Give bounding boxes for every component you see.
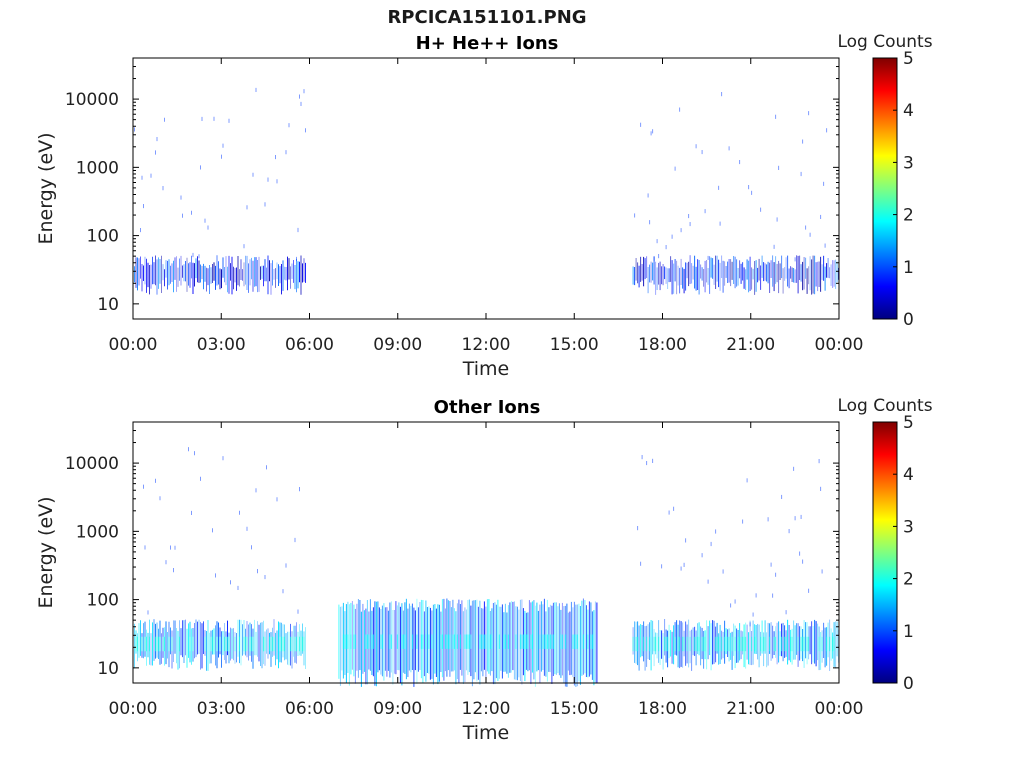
x-tick-label: 06:00: [285, 335, 334, 355]
colorbar-tick-label: 4: [903, 101, 914, 121]
y-tick-label: 1000: [76, 522, 119, 542]
x-tick-label: 12:00: [462, 699, 511, 719]
y-tick-label: 1000: [76, 158, 119, 178]
colorbar-tick-label: 2: [903, 570, 914, 590]
y-tick-label: 10: [97, 659, 119, 679]
data-segment: [632, 92, 840, 295]
y-tick-label: 100: [87, 591, 119, 611]
x-tick-label: 15:00: [550, 335, 599, 355]
colorbar-label: Log Counts: [837, 396, 932, 416]
x-tick-label: 06:00: [285, 699, 334, 719]
panel-title: H+ He++ Ions: [416, 33, 559, 54]
colorbar-tick-label: 0: [903, 310, 914, 330]
x-tick-label: 21:00: [726, 699, 775, 719]
x-tick-label: 12:00: [462, 335, 511, 355]
colorbar: [872, 421, 898, 684]
x-tick-label: 09:00: [373, 335, 422, 355]
colorbar-tick-label: 4: [903, 465, 914, 485]
x-tick-label: 21:00: [726, 335, 775, 355]
y-axis-label: Energy (eV): [35, 132, 57, 244]
panel-title: Other Ions: [434, 397, 541, 418]
figure-title: RPCICA151101.PNG: [387, 7, 587, 28]
x-tick-label: 03:00: [197, 699, 246, 719]
colorbar-label: Log Counts: [837, 32, 932, 52]
x-tick-label: 18:00: [638, 699, 687, 719]
colorbar-tick-label: 5: [903, 49, 914, 69]
colorbar-tick-label: 1: [903, 622, 914, 642]
colorbar: [872, 57, 898, 320]
x-tick-label: 00:00: [815, 335, 864, 355]
x-tick-label: 09:00: [373, 699, 422, 719]
data-segment: [338, 598, 598, 687]
y-tick-label: 10: [97, 295, 119, 315]
x-tick-label: 00:00: [109, 699, 158, 719]
colorbar-tick-label: 5: [903, 413, 914, 433]
y-tick-label: 10000: [65, 90, 119, 110]
x-tick-label: 15:00: [550, 699, 599, 719]
x-tick-label: 03:00: [197, 335, 246, 355]
x-tick-label: 00:00: [109, 335, 158, 355]
x-tick-label: 18:00: [638, 335, 687, 355]
y-tick-label: 100: [87, 227, 119, 247]
y-axis-label: Energy (eV): [35, 496, 57, 608]
colorbar-tick-label: 0: [903, 674, 914, 694]
x-tick-label: 00:00: [815, 699, 864, 719]
colorbar-tick-label: 3: [903, 517, 914, 537]
colorbar-tick-label: 3: [903, 153, 914, 173]
panel-other-ions: Other Ions 00:00 03:00 06:00 09:00 12:00 15:00…: [35, 396, 933, 744]
data-segment: [632, 455, 840, 671]
data-segment: [132, 447, 306, 671]
data-segments: [132, 447, 840, 687]
panel-h-he-ions: H+ He++ Ions 00:00 03:00 06:00 09:00 12:00 15:…: [35, 32, 933, 380]
x-axis-label: Time: [462, 722, 510, 744]
y-tick-label: 10000: [65, 454, 119, 474]
x-axis-label: Time: [462, 358, 510, 380]
data-segment: [132, 87, 306, 295]
colorbar-tick-label: 2: [903, 206, 914, 226]
colorbar-tick-label: 1: [903, 258, 914, 278]
data-segments: [132, 87, 840, 295]
